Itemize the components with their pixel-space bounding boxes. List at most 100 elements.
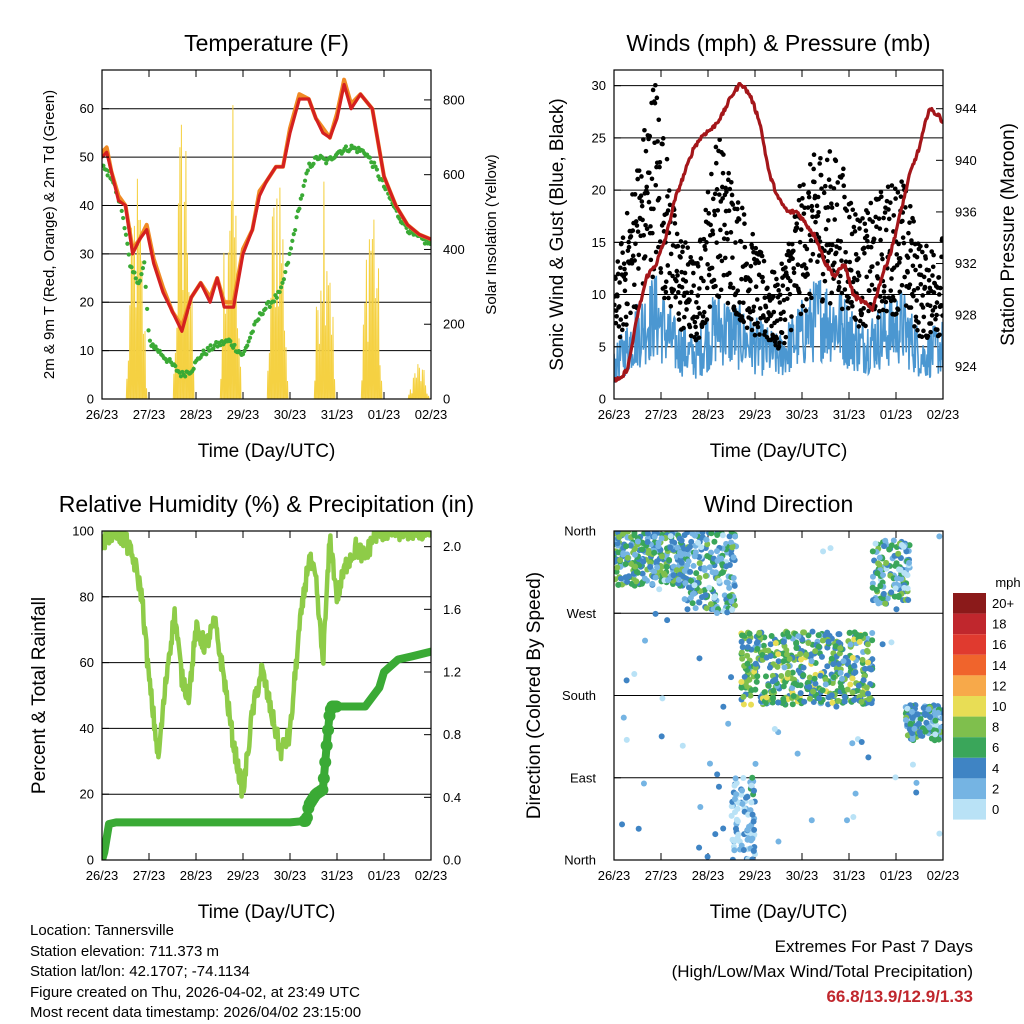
solar-spike xyxy=(237,338,240,399)
direction-point xyxy=(684,606,691,613)
gust-point xyxy=(823,226,829,232)
gust-point xyxy=(842,194,847,200)
direction-point xyxy=(692,605,699,612)
solar-spike xyxy=(286,380,289,399)
direction-point xyxy=(836,631,843,638)
solar-spike xyxy=(228,230,231,399)
direction-point xyxy=(769,678,776,685)
gust-point xyxy=(788,327,794,333)
gust-point xyxy=(710,196,716,202)
gust-point xyxy=(883,299,889,305)
gust-point xyxy=(838,239,844,244)
gust-point xyxy=(928,329,933,335)
gust-point xyxy=(726,208,732,214)
direction-point xyxy=(681,596,688,603)
solar-spike xyxy=(137,219,140,399)
gust-point xyxy=(619,241,624,246)
gust-point xyxy=(656,117,662,123)
direction-point xyxy=(726,533,733,540)
solar-spike xyxy=(374,298,377,399)
gust-point xyxy=(818,155,823,161)
direction-point xyxy=(723,579,730,586)
gust-point xyxy=(834,202,840,208)
gust-point xyxy=(709,171,714,177)
dewpoint-point xyxy=(140,265,145,271)
solar-spike xyxy=(328,282,331,399)
gust-point xyxy=(788,278,793,284)
gust-point xyxy=(797,183,803,189)
solar-spike xyxy=(377,268,380,399)
gust-point xyxy=(811,152,817,157)
direction-point xyxy=(740,775,747,782)
dewpoint-point xyxy=(132,270,137,275)
gust-point xyxy=(725,300,731,306)
solar-spike xyxy=(128,305,131,399)
station-latlon: Station lat/lon: 42.1707; -74.1134 xyxy=(30,963,250,980)
gust-point xyxy=(883,227,889,233)
gust-point xyxy=(778,316,783,322)
gust-point xyxy=(888,200,893,205)
gust-point xyxy=(886,295,892,300)
y-tick-label: 10 xyxy=(80,343,94,358)
gust-point xyxy=(694,331,700,337)
gust-point xyxy=(827,149,833,154)
x-tick-label: 31/23 xyxy=(833,868,866,883)
direction-point xyxy=(939,715,943,722)
direction-point xyxy=(827,545,834,552)
direction-point xyxy=(780,683,787,690)
gust-point xyxy=(935,327,940,333)
gust-point xyxy=(766,292,772,298)
direction-point xyxy=(744,644,751,651)
solar-spike xyxy=(410,393,413,399)
gust-point xyxy=(897,256,903,261)
gust-point xyxy=(804,296,809,302)
gust-point xyxy=(708,222,713,228)
direction-point xyxy=(706,584,713,591)
y-tick-label: 20 xyxy=(80,787,94,802)
gust-point xyxy=(919,334,925,340)
dewpoint-point xyxy=(145,306,150,312)
gust-point xyxy=(674,231,680,237)
x-tick-label: 29/23 xyxy=(739,868,772,883)
direction-point xyxy=(704,553,711,560)
gust-point xyxy=(829,201,834,206)
gust-point xyxy=(787,291,793,297)
direction-point xyxy=(615,549,622,556)
gust-point xyxy=(692,319,698,325)
gust-point xyxy=(652,100,658,106)
extremes-box: Extremes For Past 7 Days (High/Low/Max W… xyxy=(672,934,973,1009)
gust-point xyxy=(628,234,634,239)
direction-point xyxy=(751,826,758,833)
gust-point xyxy=(661,220,666,226)
direction-point xyxy=(706,760,713,767)
gust-point xyxy=(820,297,825,302)
solar-spike xyxy=(186,252,189,399)
solar-spike xyxy=(425,393,428,399)
gust-point xyxy=(824,157,830,163)
dewpoint-point xyxy=(119,208,124,214)
gust-point xyxy=(712,212,718,218)
gust-point xyxy=(810,214,815,220)
gust-point xyxy=(841,183,847,188)
direction-point xyxy=(741,674,748,681)
direction-point xyxy=(720,703,727,710)
direction-point xyxy=(824,629,831,636)
legend-swatch xyxy=(953,654,986,676)
direction-point xyxy=(739,787,746,794)
gust-point xyxy=(748,278,753,284)
gust-point xyxy=(757,306,763,311)
gust-point xyxy=(704,240,709,245)
gust-point xyxy=(666,188,672,193)
gust-point xyxy=(750,231,756,237)
dewpoint-point xyxy=(183,374,188,379)
direction-point xyxy=(817,672,824,679)
gust-point xyxy=(822,278,828,284)
direction-point xyxy=(775,651,782,658)
direction-point xyxy=(839,675,846,682)
gust-point xyxy=(857,318,863,324)
solar-spike xyxy=(409,389,412,399)
direction-point xyxy=(620,550,627,557)
direction-point xyxy=(754,638,761,645)
gust-point xyxy=(672,213,677,218)
gust-point xyxy=(617,334,623,340)
